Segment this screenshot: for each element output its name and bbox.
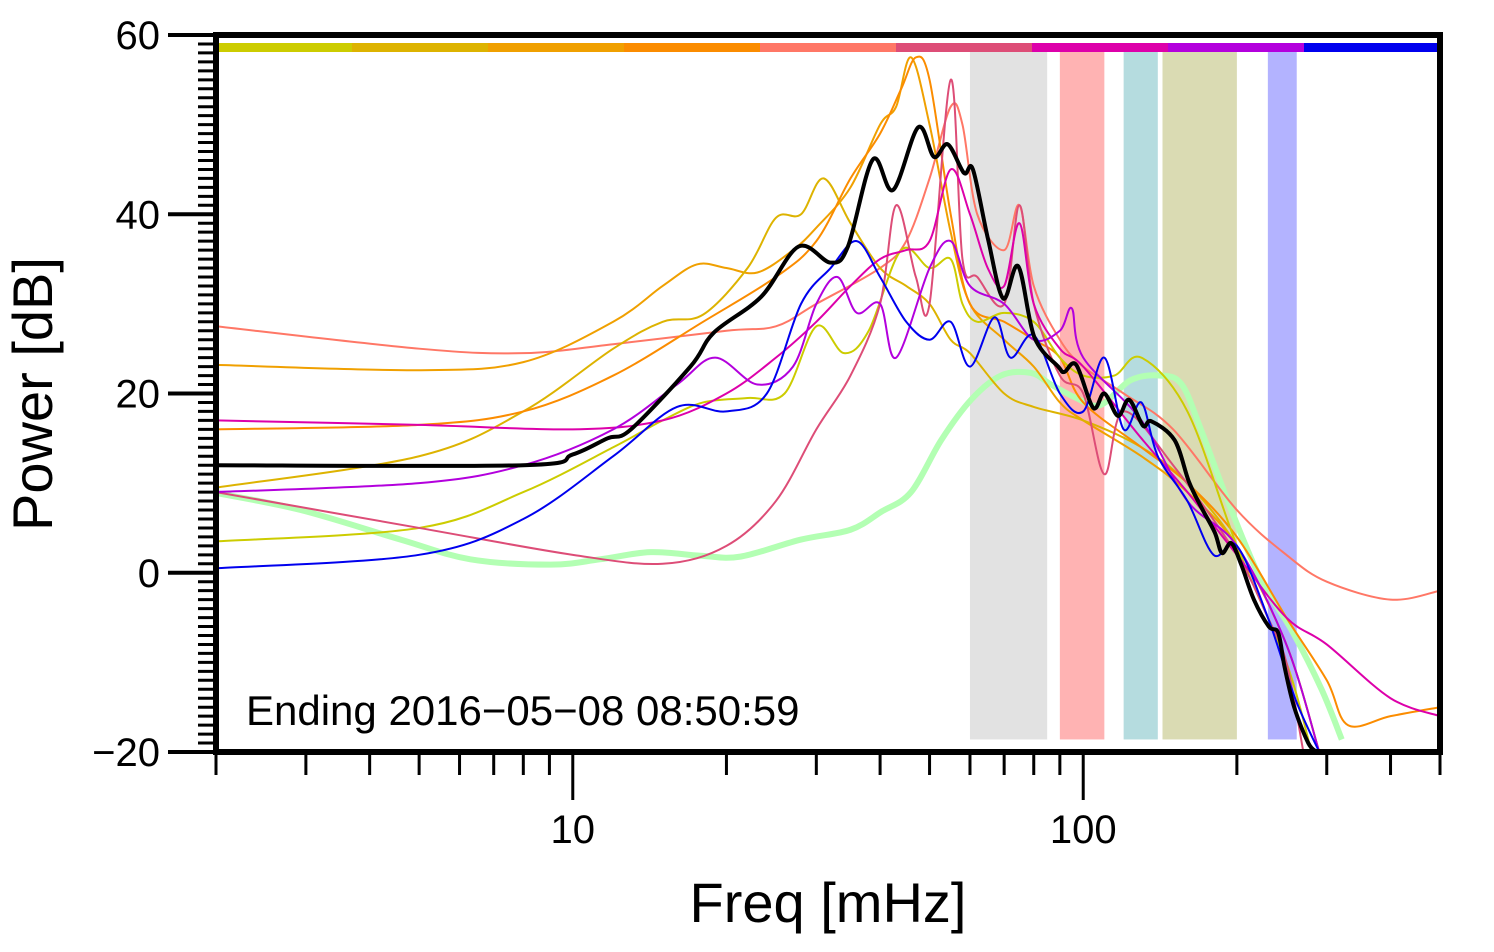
- frequency-bands: [969, 46, 1297, 740]
- frequency-band-3: [1162, 46, 1237, 740]
- y-axis-label: Power [dB]: [1, 257, 64, 531]
- series-lines: [216, 55, 1440, 752]
- color-bar-segment-6: [1032, 43, 1169, 52]
- y-tick-label: 60: [116, 14, 161, 58]
- frequency-band-4: [1267, 46, 1297, 740]
- series-line-purple: [216, 239, 1321, 752]
- series-line-orange-light: [216, 56, 1321, 752]
- series-line-orange: [216, 55, 1440, 728]
- color-bar-segment-1: [352, 43, 489, 52]
- series-line-magenta: [216, 168, 1440, 718]
- color-bar-segment-0: [216, 43, 353, 52]
- frequency-band-0: [969, 46, 1048, 740]
- ending-timestamp-annotation: Ending 2016−05−08 08:50:59: [246, 687, 800, 734]
- x-tick-label: 100: [1050, 808, 1117, 852]
- x-axis-label: Freq [mHz]: [690, 871, 967, 934]
- y-tick-label: 40: [116, 193, 161, 237]
- frequency-band-2: [1123, 46, 1158, 740]
- color-bar-segment-8: [1304, 43, 1441, 52]
- color-bar-segment-7: [1168, 43, 1305, 52]
- series-line-rose: [216, 78, 1305, 752]
- y-tick-label: 0: [138, 552, 160, 596]
- y-tick-label: −20: [92, 731, 160, 775]
- series-line-reference: [216, 368, 1345, 741]
- color-bar-segment-3: [624, 43, 761, 52]
- y-tick-label: 20: [116, 373, 161, 417]
- color-bar: [216, 43, 1441, 52]
- plot-frame: [213, 32, 1443, 755]
- color-bar-segment-4: [760, 43, 897, 52]
- series-line-mean: [216, 124, 1319, 752]
- color-bar-segment-5: [896, 43, 1033, 52]
- x-tick-label: 10: [551, 808, 596, 852]
- series-line-blue: [216, 240, 1321, 752]
- color-bar-segment-2: [488, 43, 625, 52]
- y-axis: 60 40 20 0 −20: [92, 14, 216, 775]
- x-axis: 10 100: [214, 752, 1442, 852]
